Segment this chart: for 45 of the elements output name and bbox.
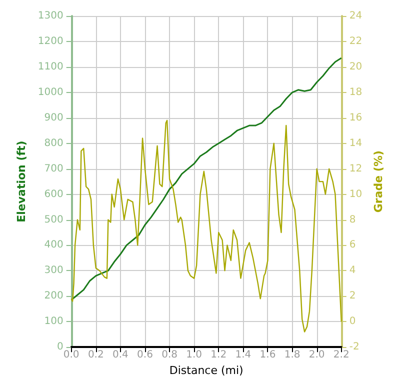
x-tick-label: 1.0 bbox=[186, 350, 202, 361]
y2-tick-label: 16 bbox=[349, 112, 362, 124]
y-tick-label: 700 bbox=[44, 163, 64, 174]
y2-tick-label: 8 bbox=[349, 214, 356, 226]
y2-tick-label: 10 bbox=[349, 188, 362, 200]
y-tick-label: 0 bbox=[56, 342, 64, 353]
x-tick-label: 1.4 bbox=[235, 350, 252, 361]
x-tick-label: 1.8 bbox=[284, 350, 300, 361]
y-tick-label: 800 bbox=[44, 138, 64, 149]
y-tick-label: 200 bbox=[44, 290, 64, 302]
y2-tick-label: 22 bbox=[349, 36, 362, 47]
y2-tick-label: 0 bbox=[349, 316, 356, 328]
line-series bbox=[70, 57, 342, 301]
x-axis-title: Distance (mi) bbox=[169, 364, 244, 377]
y2-tick-label: 2 bbox=[349, 290, 356, 302]
y2-axis-title: Grade (%) bbox=[372, 150, 385, 213]
y-tick-label: 300 bbox=[44, 265, 64, 276]
y-tick-label: 1000 bbox=[38, 86, 64, 98]
y2-tick-label: 18 bbox=[349, 86, 362, 98]
x-tick-label: 2.2 bbox=[333, 350, 350, 361]
y-tick-label: 600 bbox=[44, 188, 64, 200]
x-tick-label: 0.2 bbox=[88, 350, 104, 361]
x-tick-label: 0.6 bbox=[137, 350, 153, 361]
y-tick-label: 400 bbox=[44, 240, 64, 251]
x-tick-label: 0.0 bbox=[63, 350, 80, 361]
x-tick-label: 1.6 bbox=[260, 350, 276, 361]
y-tick-label: 1100 bbox=[38, 61, 64, 72]
x-tick-label: 0.8 bbox=[162, 350, 178, 361]
y-tick-label: 500 bbox=[44, 214, 64, 226]
y2-tick-label: 4 bbox=[349, 265, 356, 276]
y-axis-title: Elevation (ft) bbox=[15, 140, 28, 222]
y2-tick-label: -2 bbox=[349, 342, 360, 353]
y-tick-label: 100 bbox=[44, 316, 64, 328]
y-tick-label: 1300 bbox=[38, 10, 64, 22]
y2-tick-label: 6 bbox=[349, 240, 356, 251]
x-tick-label: 1.2 bbox=[210, 350, 227, 361]
x-tick-label: 2.0 bbox=[308, 350, 325, 361]
y2-tick-label: 14 bbox=[349, 138, 362, 149]
y2-tick-label: 20 bbox=[349, 61, 362, 72]
y-tick-label: 1200 bbox=[38, 36, 64, 47]
line-series bbox=[70, 120, 342, 332]
x-tick-label: 0.4 bbox=[112, 350, 128, 361]
y2-tick-label: 24 bbox=[349, 10, 362, 22]
y2-tick-label: 12 bbox=[349, 163, 362, 174]
y-tick-label: 900 bbox=[44, 112, 64, 124]
